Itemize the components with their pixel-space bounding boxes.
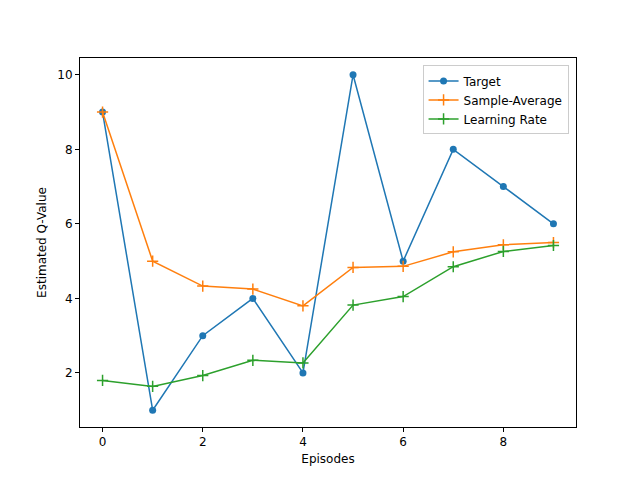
- svg-text:2: 2: [199, 435, 207, 449]
- svg-text:4: 4: [299, 435, 307, 449]
- svg-text:10: 10: [57, 68, 72, 82]
- svg-text:4: 4: [65, 292, 73, 306]
- svg-text:Target: Target: [463, 75, 501, 89]
- svg-text:8: 8: [65, 143, 73, 157]
- svg-text:0: 0: [99, 435, 107, 449]
- svg-text:Episodes: Episodes: [301, 452, 354, 466]
- svg-text:Sample-Average: Sample-Average: [464, 94, 562, 108]
- svg-text:2: 2: [65, 366, 73, 380]
- svg-text:6: 6: [399, 435, 407, 449]
- svg-text:8: 8: [500, 435, 508, 449]
- svg-text:6: 6: [65, 217, 73, 231]
- svg-text:Estimated Q-Value: Estimated Q-Value: [35, 187, 49, 298]
- svg-text:Learning Rate: Learning Rate: [464, 113, 547, 127]
